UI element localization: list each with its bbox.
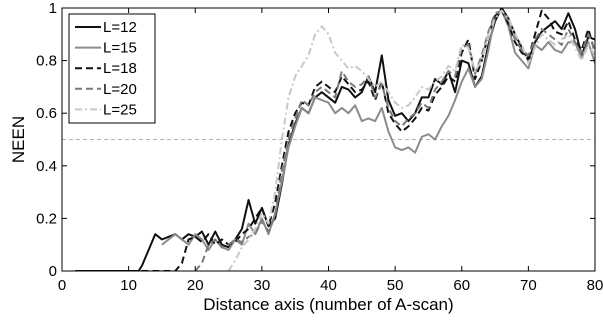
x-tick-label: 50: [387, 277, 404, 294]
y-tick-label: 0.6: [36, 105, 57, 122]
series-line-l-25: [227, 9, 595, 271]
y-tick-label: 0.4: [36, 158, 57, 175]
tick-layer: 0 10 20 30 40 50 60 70 80 0 0.2 0.4 0.6 0.8 1: [36, 0, 603, 294]
x-tick-label: 70: [520, 277, 537, 294]
legend-label: L=20: [103, 81, 137, 98]
y-tick-label: 0.2: [36, 210, 57, 227]
y-tick-label: 0: [49, 263, 57, 280]
x-tick-label: 20: [187, 277, 204, 294]
x-tick-label: 60: [453, 277, 470, 294]
legend: L=12 L=15 L=18 L=20 L=25: [68, 13, 156, 124]
legend-box: [68, 13, 156, 124]
x-tick-label: 30: [254, 277, 271, 294]
y-tick-label: 1: [49, 0, 57, 17]
legend-label: L=12: [103, 19, 137, 36]
legend-label: L=25: [103, 101, 137, 118]
x-tick-label: 80: [587, 277, 603, 294]
series-line-l-20: [194, 9, 595, 271]
x-tick-label: 0: [58, 277, 66, 294]
y-axis-label: NEEN: [9, 116, 28, 163]
series-line-l-18: [75, 9, 595, 271]
x-tick-label: 40: [320, 277, 337, 294]
x-axis-label: Distance axis (number of A-scan): [203, 295, 453, 314]
legend-label: L=18: [103, 60, 137, 77]
series-layer: [75, 8, 595, 271]
y-tick-label: 0.8: [36, 53, 57, 70]
x-tick-label: 10: [120, 277, 137, 294]
legend-label: L=15: [103, 40, 137, 57]
series-line-l-15: [161, 9, 595, 251]
